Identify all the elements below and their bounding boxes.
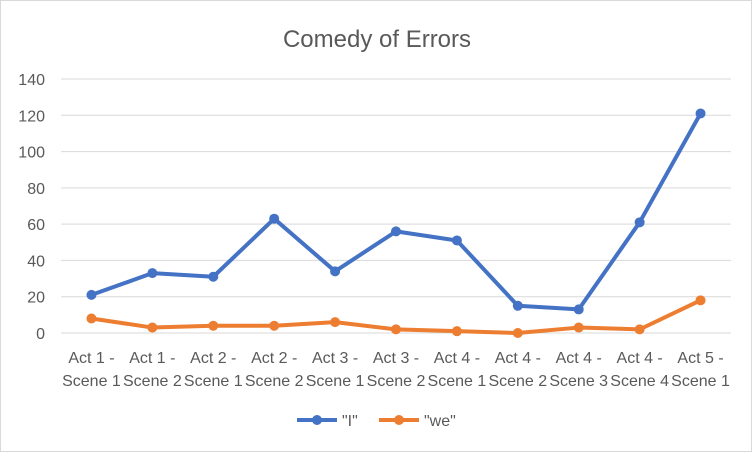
- x-tick-label: Act 4 -: [617, 350, 663, 367]
- data-point: [634, 324, 645, 335]
- x-tick-label: Scene 2: [123, 373, 182, 390]
- series-line-i: [89, 111, 703, 312]
- data-point: [512, 328, 523, 338]
- x-tick-label: Scene 1: [62, 373, 121, 390]
- data-point: [391, 226, 401, 237]
- y-tick-label: 120: [18, 108, 45, 125]
- y-tick-label: 40: [27, 253, 45, 270]
- x-tick-label: Scene 2: [367, 373, 426, 390]
- data-point: [695, 108, 706, 119]
- x-tick-label: Scene 3: [549, 373, 608, 390]
- x-tick-label: Act 4 -: [556, 350, 602, 367]
- x-tick-label: Act 1 -: [129, 350, 175, 367]
- y-tick-label: 80: [27, 181, 45, 198]
- data-point: [634, 217, 645, 228]
- x-tick-label: Act 3 -: [312, 350, 358, 367]
- x-tick-label: Act 3 -: [373, 350, 419, 367]
- x-tick-label: Scene 2: [245, 373, 304, 390]
- legend-marker: [312, 415, 322, 425]
- legend-label: "we": [424, 413, 456, 430]
- y-tick-label: 100: [18, 145, 45, 162]
- data-point: [330, 266, 341, 277]
- x-tick-label: Act 5 -: [677, 350, 723, 367]
- y-tick-label: 0: [36, 326, 45, 343]
- data-point: [695, 295, 706, 306]
- x-tick-label: Act 2 -: [190, 350, 236, 367]
- data-point: [147, 268, 158, 279]
- data-point: [208, 320, 219, 331]
- data-point: [391, 324, 401, 335]
- data-point: [269, 213, 280, 224]
- x-tick-label: Act 2 -: [251, 350, 297, 367]
- data-point: [512, 300, 523, 311]
- legend-marker: [394, 415, 404, 425]
- data-point: [147, 322, 158, 333]
- data-point: [573, 322, 584, 333]
- y-tick-label: 140: [18, 72, 45, 89]
- x-tick-label: Scene 2: [488, 373, 547, 390]
- data-point: [573, 304, 584, 315]
- legend-label: "I": [342, 413, 358, 430]
- x-tick-label: Act 4 -: [495, 350, 541, 367]
- chart-title: Comedy of Errors: [283, 26, 471, 53]
- data-point: [269, 320, 280, 331]
- data-point: [330, 317, 341, 328]
- data-point: [451, 326, 462, 337]
- data-point: [86, 289, 97, 300]
- y-tick-label: 60: [27, 217, 45, 234]
- x-tick-label: Scene 1: [184, 373, 243, 390]
- data-point: [208, 271, 219, 282]
- data-point: [451, 235, 462, 246]
- data-point: [86, 313, 97, 324]
- x-tick-label: Scene 1: [428, 373, 487, 390]
- x-tick-label: Scene 4: [610, 373, 669, 390]
- x-tick-label: Scene 1: [306, 373, 365, 390]
- x-tick-label: Scene 1: [671, 373, 730, 390]
- x-tick-label: Act 4 -: [434, 350, 480, 367]
- y-tick-label: 20: [27, 290, 45, 307]
- x-tick-label: Act 1 -: [68, 350, 114, 367]
